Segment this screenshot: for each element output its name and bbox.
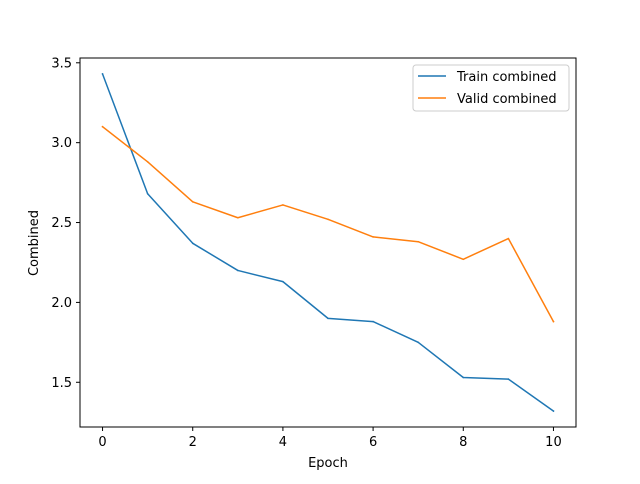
legend: Train combined Valid combined	[412, 64, 570, 112]
data-point-train-combined	[101, 73, 104, 75]
data-point-valid-combined	[552, 320, 555, 323]
data-point-valid-combined	[417, 240, 419, 243]
legend-label-valid-combined: Valid combined	[457, 92, 557, 107]
data-point-valid-combined	[327, 218, 329, 221]
data-point-train-combined	[462, 376, 465, 379]
y-tick-label: 3.5	[51, 56, 72, 71]
legend-box	[412, 64, 570, 112]
x-tick-label: 6	[369, 435, 377, 450]
data-point-train-combined	[372, 320, 374, 323]
x-axis-label: Epoch	[308, 456, 348, 471]
x-tick-label: 8	[459, 435, 467, 450]
data-point-valid-combined	[507, 237, 510, 240]
y-axis-label: Combined	[27, 210, 42, 276]
x-tick-label: 4	[279, 435, 287, 450]
data-point-train-combined	[282, 280, 284, 283]
y-tick-label: 2.0	[51, 296, 72, 311]
y-tick-label: 1.5	[51, 376, 72, 391]
y-tick-label: 2.5	[51, 216, 72, 231]
data-point-valid-combined	[282, 204, 284, 206]
data-point-valid-combined	[146, 161, 149, 163]
data-point-train-combined	[191, 242, 194, 245]
x-tick-label: 0	[98, 435, 106, 450]
plot-frame	[79, 57, 577, 428]
data-point-train-combined	[146, 192, 149, 195]
data-point-train-combined	[237, 269, 239, 272]
x-axis-ticks: 0 2 4 6 8 10	[98, 427, 562, 450]
y-tick-label: 3.0	[51, 136, 72, 151]
data-point-valid-combined	[237, 216, 239, 219]
x-tick-label: 10	[545, 435, 562, 450]
data-point-train-combined	[327, 317, 329, 320]
data-point-valid-combined	[372, 236, 374, 238]
data-point-valid-combined	[462, 258, 465, 261]
legend-label-train-combined: Train combined	[456, 70, 556, 85]
data-point-train-combined	[507, 378, 510, 380]
data-point-train-combined	[417, 341, 419, 344]
data-point-valid-combined	[101, 125, 104, 128]
series-layer	[101, 73, 555, 413]
y-axis-ticks: 1.5 2.0 2.5 3.0 3.5	[51, 56, 80, 391]
data-point-train-combined	[552, 410, 555, 412]
data-point-valid-combined	[191, 200, 194, 203]
x-tick-label: 2	[189, 435, 197, 450]
